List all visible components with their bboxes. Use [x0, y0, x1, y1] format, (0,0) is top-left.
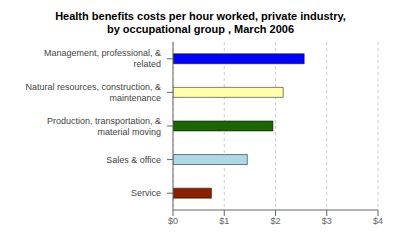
html-text:Health benefits costs per hour: Health benefits costs per hour worked, p…: [55, 10, 346, 22]
html-text:by occupational group , March: by occupational group , March 2006: [107, 23, 294, 35]
svg-text:$3: $3: [322, 216, 332, 226]
svg-text:$4: $4: [373, 216, 383, 226]
svg-text:$0: $0: [168, 216, 178, 226]
svg-text:Service: Service: [131, 188, 161, 198]
svg-text:Sales & office: Sales & office: [106, 155, 161, 165]
svg-text:Management, professional, &rel: Management, professional, &related: [44, 48, 161, 69]
svg-text:Natural resources, constructio: Natural resources, construction, &mainte…: [25, 82, 161, 103]
svg-text:$2: $2: [270, 216, 280, 226]
svg-text:Production, transportation, &m: Production, transportation, &material mo…: [47, 116, 161, 137]
svg-text:$1: $1: [219, 216, 229, 226]
